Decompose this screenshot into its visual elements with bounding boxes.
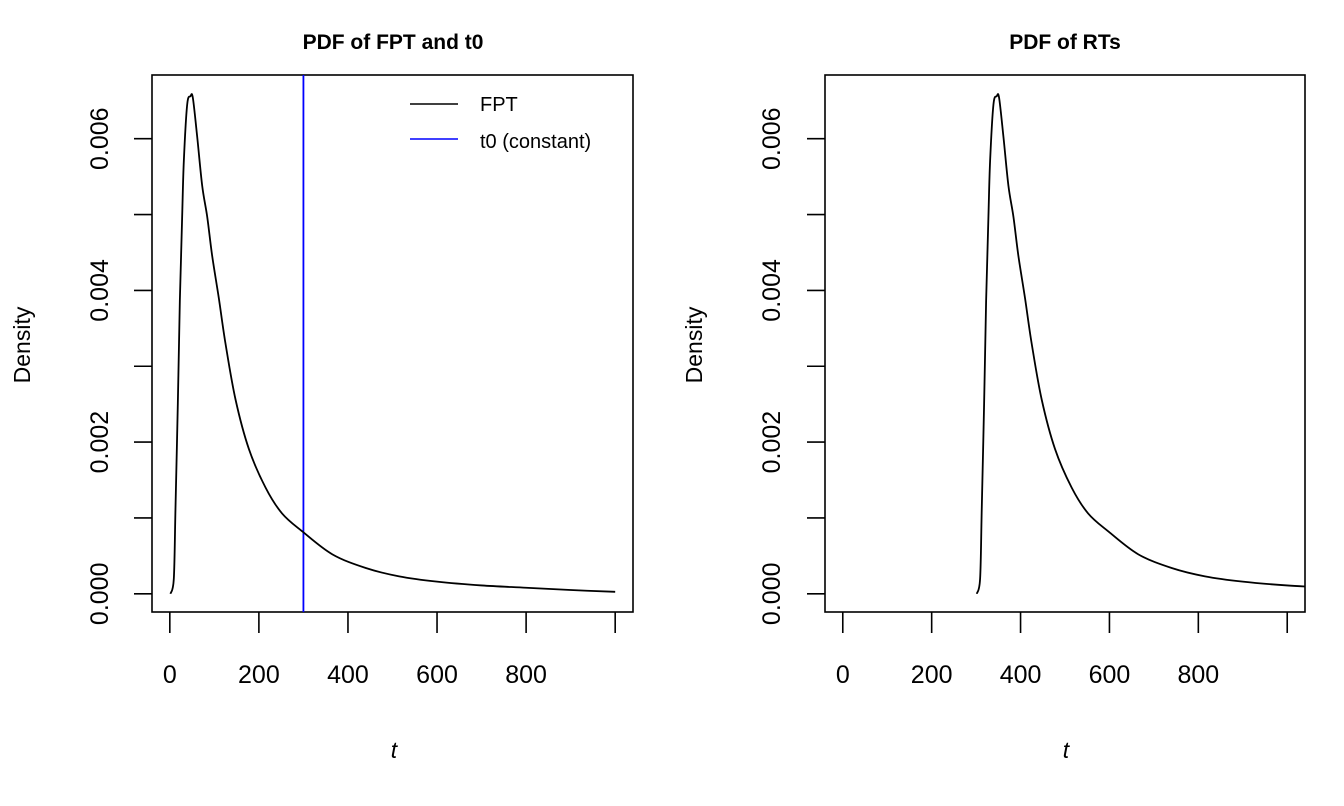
y-tick-label: 0.000 — [758, 563, 786, 626]
legend: FPT t0 (constant) — [410, 94, 591, 153]
legend-label-fpt: FPT — [480, 94, 518, 116]
plot-area — [169, 75, 616, 612]
x-tick-label: 200 — [238, 661, 280, 689]
plot-frame — [824, 74, 1306, 613]
plot-frame — [151, 74, 634, 613]
legend-label-t0: t0 (constant) — [480, 131, 591, 153]
x-tick-label: 800 — [505, 661, 547, 689]
y-tick-label: 0.002 — [758, 411, 786, 474]
plot-area — [975, 93, 1305, 595]
y-tick-label: 0.004 — [86, 259, 114, 322]
y-tick-label: 0.006 — [86, 107, 114, 170]
x-axis-label: t — [391, 737, 399, 763]
x-tick-label: 400 — [327, 661, 369, 689]
x-tick-label: 600 — [1089, 661, 1131, 689]
chart-title: PDF of FPT and t0 — [303, 31, 484, 54]
x-tick-label: 400 — [1000, 661, 1042, 689]
density-curve — [169, 93, 616, 595]
x-tick-label: 800 — [1177, 661, 1219, 689]
chart-title: PDF of RTs — [1009, 31, 1121, 54]
x-tick-label: 600 — [416, 661, 458, 689]
panel-rt: PDF of RTs t Density 0 200 400 600 800 0.000 0… — [681, 31, 1306, 763]
y-tick-label: 0.006 — [758, 107, 786, 170]
density-curve — [975, 93, 1305, 595]
y-axis-label: Density — [9, 306, 35, 383]
y-axis-label: Density — [681, 306, 707, 383]
x-tick-label: 0 — [836, 661, 850, 689]
y-tick-label: 0.004 — [758, 259, 786, 322]
y-tick-label: 0.000 — [86, 563, 114, 626]
y-tick-label: 0.002 — [86, 411, 114, 474]
panel-fpt: PDF of FPT and t0 t Density FPT t0 (cons… — [9, 31, 634, 763]
x-tick-label: 200 — [911, 661, 953, 689]
x-axis-label: t — [1063, 737, 1071, 763]
x-tick-label: 0 — [163, 661, 177, 689]
